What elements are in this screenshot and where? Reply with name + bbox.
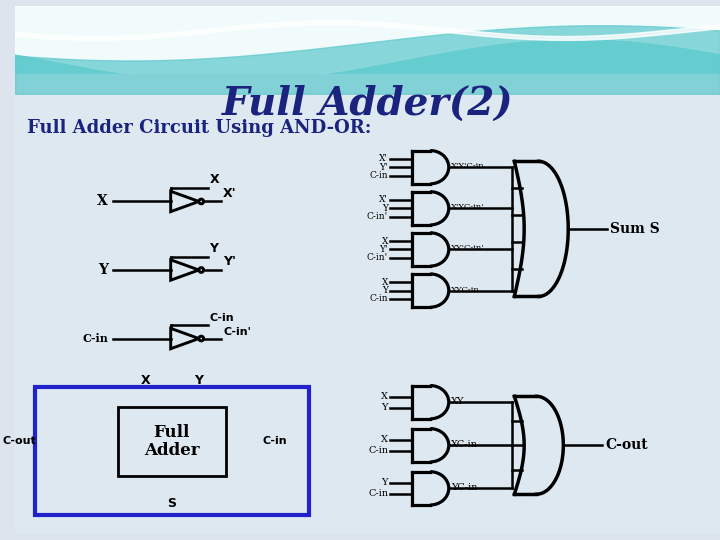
Text: Full: Full	[153, 424, 190, 441]
Text: C-in: C-in	[369, 294, 388, 303]
Text: X': X'	[223, 186, 237, 199]
Text: C-out: C-out	[606, 438, 648, 453]
Text: X: X	[97, 194, 108, 208]
Text: Sum S: Sum S	[611, 222, 660, 236]
Text: X'Y'C-in: X'Y'C-in	[451, 162, 485, 170]
Text: X: X	[140, 375, 150, 388]
Text: X: X	[382, 278, 388, 287]
Text: Y: Y	[194, 375, 202, 388]
Text: Y: Y	[210, 242, 218, 255]
Text: X': X'	[379, 154, 388, 164]
Text: C-in: C-in	[368, 447, 388, 455]
Text: Y: Y	[382, 403, 388, 412]
Text: X: X	[381, 435, 388, 444]
Text: Full Adder Circuit Using AND-OR:: Full Adder Circuit Using AND-OR:	[27, 119, 371, 137]
Text: Y': Y'	[379, 245, 388, 254]
Text: XC-in: XC-in	[451, 440, 477, 449]
Text: C-in: C-in	[210, 313, 234, 323]
Text: YC-in: YC-in	[451, 483, 477, 492]
Text: C-in': C-in'	[367, 253, 388, 262]
Text: C-in': C-in'	[367, 212, 388, 221]
Text: C-in: C-in	[82, 333, 108, 344]
Text: Y': Y'	[379, 163, 388, 172]
Text: Full Adder(2): Full Adder(2)	[222, 85, 513, 123]
Text: C-out: C-out	[3, 436, 37, 447]
FancyBboxPatch shape	[35, 388, 309, 515]
Polygon shape	[15, 5, 720, 94]
Text: X: X	[381, 392, 388, 401]
Text: Y': Y'	[223, 255, 236, 268]
Text: Adder: Adder	[144, 442, 199, 458]
Text: C-in: C-in	[368, 489, 388, 498]
Text: C-in: C-in	[369, 171, 388, 180]
FancyBboxPatch shape	[118, 407, 225, 476]
Text: C-in: C-in	[263, 436, 287, 447]
Text: XY: XY	[451, 397, 464, 406]
Text: Y: Y	[382, 478, 388, 487]
Text: S: S	[167, 497, 176, 510]
Text: X: X	[382, 237, 388, 246]
Polygon shape	[15, 74, 720, 535]
Text: XYC-in: XYC-in	[451, 286, 480, 294]
Text: X: X	[210, 173, 219, 186]
Text: C-in': C-in'	[223, 327, 251, 336]
Text: Y: Y	[382, 286, 388, 295]
Text: Y: Y	[382, 204, 388, 213]
Text: X'YC-in': X'YC-in'	[451, 204, 485, 211]
Text: XY'C-in': XY'C-in'	[451, 245, 485, 253]
Text: X': X'	[379, 195, 388, 205]
Text: Y: Y	[98, 263, 108, 277]
